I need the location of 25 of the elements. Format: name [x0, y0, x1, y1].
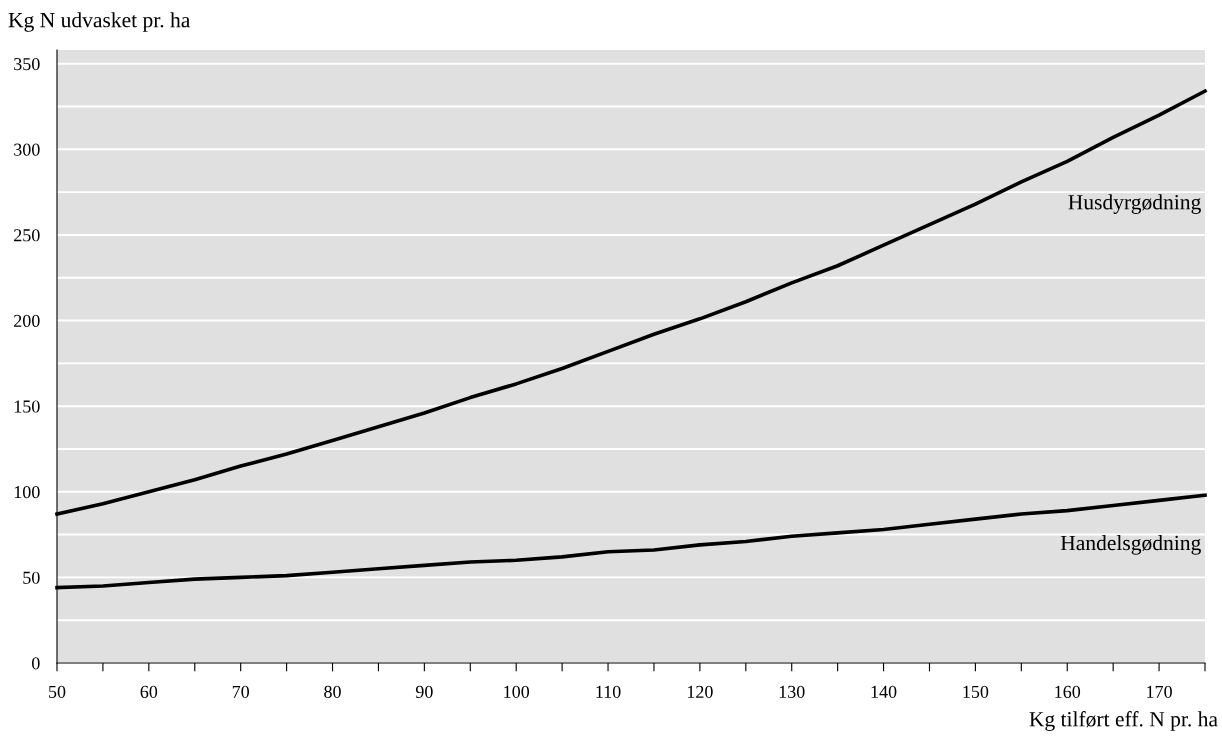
- y-tick-label: 150: [14, 400, 40, 413]
- series-label: Husdyrgødning: [1068, 194, 1201, 214]
- y-tick-label: 350: [14, 57, 40, 71]
- x-tick-label: 50: [49, 685, 66, 698]
- y-tick-label: 100: [14, 486, 40, 499]
- x-tick-label: 60: [140, 685, 158, 698]
- x-tick-label: 140: [871, 685, 897, 698]
- x-axis-title: Kg tilført eff. N pr. ha: [1029, 711, 1218, 731]
- y-tick-label: 0: [31, 657, 40, 670]
- y-tick-label: 300: [14, 143, 40, 156]
- x-tick-label: 90: [415, 685, 433, 698]
- x-tick-label: 120: [687, 685, 713, 698]
- x-tick-label: 70: [232, 685, 250, 698]
- x-tick-label: 110: [596, 685, 621, 698]
- x-tick-label: 170: [1147, 685, 1172, 698]
- x-tick-label: 100: [504, 685, 530, 698]
- x-tick-label: 80: [324, 685, 341, 698]
- y-tick-label: 250: [14, 229, 40, 242]
- x-tick-label: 150: [963, 685, 989, 698]
- series-label: Handelsgødning: [1060, 535, 1201, 555]
- y-axis-title: Kg N udvasket pr. ha: [8, 12, 191, 32]
- y-tick-label: 200: [14, 314, 40, 327]
- x-tick-label: 160: [1055, 685, 1081, 698]
- x-tick-label: 130: [779, 685, 805, 698]
- y-tick-label: 50: [23, 571, 40, 584]
